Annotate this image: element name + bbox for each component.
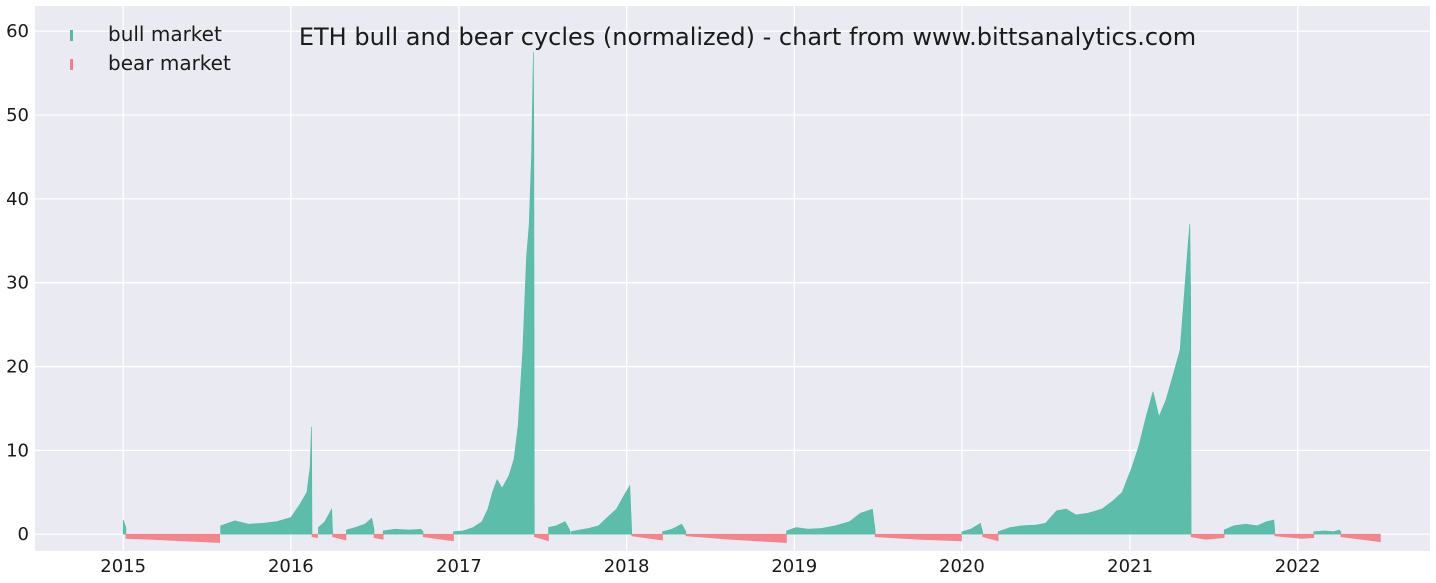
legend: bull market bear market [70,22,231,75]
bear-market-segment-1 [311,533,318,538]
bull-market-segment-6 [548,521,570,535]
x-tick-label-2018: 2018 [604,556,650,577]
bull-market-segment-3 [346,517,375,535]
y-tick-label-0: 0 [18,524,29,545]
x-tick-label-2019: 2019 [771,556,817,577]
x-tick-label-2015: 2015 [100,556,146,577]
bear-market-segment-12 [1340,533,1381,543]
bear-market-segment-11 [1274,533,1315,539]
bull-market-segment-0 [122,519,127,535]
x-tick-label-2017: 2017 [436,556,482,577]
y-tick-label-60: 60 [6,21,29,42]
bear-market-segment-6 [631,533,663,541]
bull-market-segment-1 [220,426,313,535]
bear-market-segment-7 [685,533,787,543]
grid [35,6,1430,551]
y-tick-label-40: 40 [6,189,29,210]
bear-market-segment-8 [874,533,962,542]
x-tick-label-2022: 2022 [1275,556,1321,577]
chart-title: ETH bull and bear cycles (normalized) - … [299,23,1196,51]
legend-label-bear: bear market [108,51,231,75]
x-tick-label-2016: 2016 [268,556,314,577]
bear-market-segment-10 [1190,533,1225,540]
x-tick-label-2020: 2020 [939,556,985,577]
y-tick-label-20: 20 [6,357,29,378]
bear-market-segment-4 [422,533,454,542]
y-tick-label-10: 10 [6,440,29,461]
bull-market-segment-7 [570,484,632,535]
bull-market-segment-4 [382,528,424,535]
bear-market-segment-0 [125,533,220,543]
tick-labels: 0 10 20 30 40 50 60 2015 2016 2017 2018 2019 2020 202… [6,21,1321,577]
legend-marker-bear [70,59,73,70]
plot-background [35,6,1430,551]
bull-market-segment-9 [786,508,876,535]
x-tick-label-2021: 2021 [1107,556,1153,577]
bear-market-segment-9 [982,533,999,542]
y-tick-label-30: 30 [6,273,29,294]
legend-marker-bull [70,30,73,41]
series-layer [122,52,1381,543]
bull-market-segment-11 [997,223,1192,535]
y-tick-label-50: 50 [6,105,29,126]
bull-market-segment-12 [1223,519,1275,535]
bull-market-segment-5 [453,52,535,535]
bear-market-segment-3 [373,533,384,540]
bear-market-segment-2 [332,533,347,541]
legend-label-bull: bull market [108,22,222,46]
bear-market-segment-5 [534,533,549,542]
